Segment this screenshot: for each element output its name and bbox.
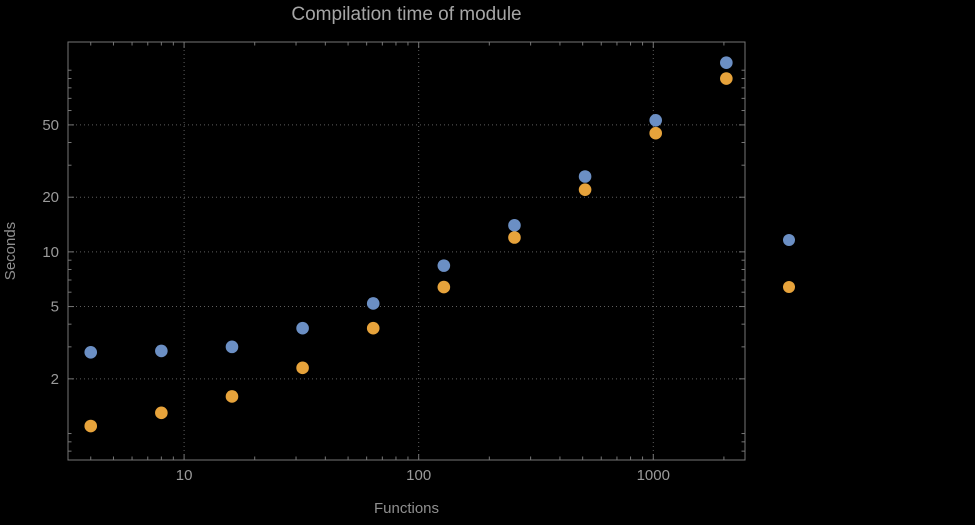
data-point (84, 419, 98, 433)
data-point (578, 183, 592, 196)
y-tick-label: 10 (42, 244, 59, 261)
x-tick-label: 1000 (637, 467, 670, 484)
legend-marker (783, 281, 795, 293)
data-point (155, 344, 168, 358)
data-point (720, 72, 733, 85)
x-tick-label: 10 (176, 467, 193, 484)
data-point (84, 346, 98, 359)
plot-frame (67, 41, 746, 461)
legend-marker (783, 234, 795, 246)
data-point (225, 390, 239, 403)
data-point (720, 56, 733, 69)
data-point (296, 321, 309, 335)
y-tick-label: 5 (51, 299, 59, 316)
data-point (578, 170, 592, 183)
data-point (366, 321, 380, 335)
y-tick-label: 50 (42, 117, 59, 134)
y-tick-label: 2 (51, 371, 59, 388)
data-point (296, 361, 309, 375)
data-point (508, 219, 521, 232)
data-point (649, 126, 663, 140)
x-axis-label: Functions (373, 500, 440, 517)
data-point (649, 114, 663, 127)
x-tick-label: 100 (406, 467, 431, 484)
y-tick-label: 20 (42, 189, 59, 206)
data-point (437, 280, 451, 294)
data-point (508, 231, 521, 244)
data-point (155, 406, 168, 420)
data-point (437, 259, 451, 272)
y-axis-label: Seconds (2, 221, 19, 281)
data-point (225, 340, 239, 354)
data-point (366, 297, 380, 310)
chart-title: Compilation time of module (291, 4, 522, 25)
